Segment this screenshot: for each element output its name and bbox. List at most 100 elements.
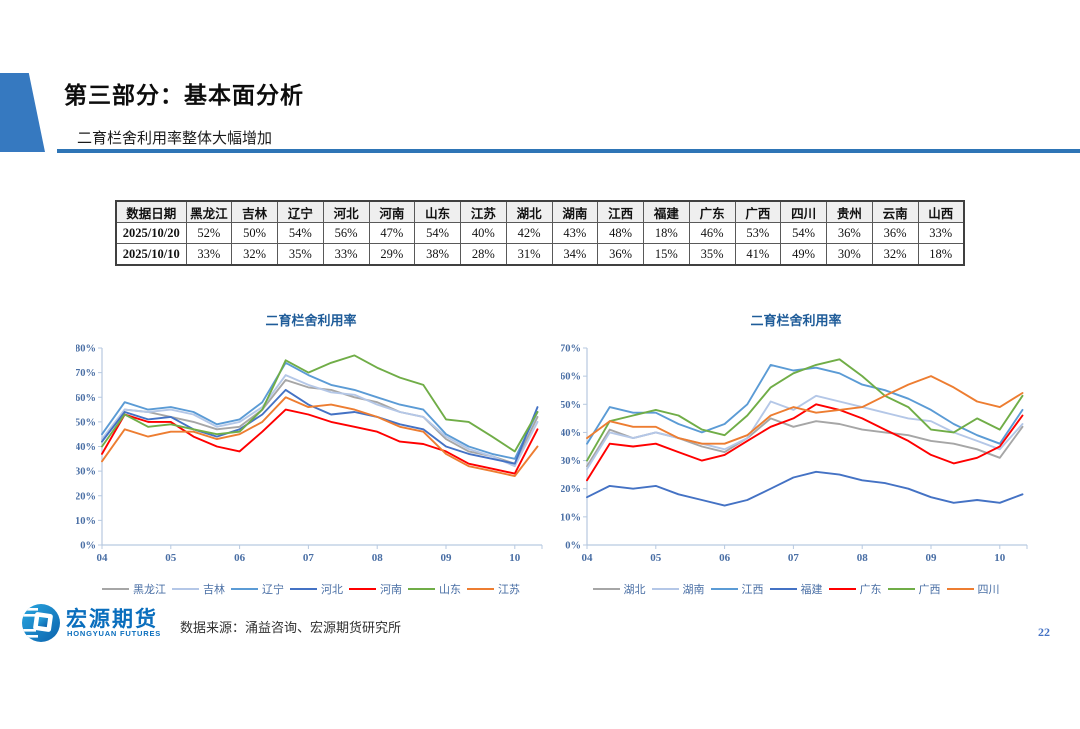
table-cell: 36%: [597, 243, 644, 266]
table-header-cell: 河北: [322, 200, 370, 223]
legend-label: 江西: [741, 584, 764, 596]
table-cell: 42%: [505, 222, 553, 244]
legend-item: 江西: [710, 581, 764, 597]
y-tick-label: 30%: [76, 467, 96, 478]
table-cell: 33%: [185, 243, 233, 266]
series-line-江苏: [101, 396, 539, 478]
table-cell: 30%: [826, 243, 873, 266]
y-tick-label: 70%: [561, 344, 581, 355]
legend-item: 河北: [290, 581, 343, 597]
table-cell: 49%: [780, 243, 827, 266]
table-cell: 18%: [917, 243, 965, 266]
title-underline: [57, 149, 1080, 153]
y-tick-label: 60%: [76, 393, 96, 404]
table-cell: 29%: [368, 243, 416, 266]
header-accent-shape: [0, 73, 45, 152]
x-tick-label: 10: [994, 552, 1006, 564]
legend-label: 福建: [800, 584, 823, 596]
series-line-辽宁: [101, 361, 539, 460]
table-header-cell: 福建: [643, 200, 690, 223]
table-header-cell: 广西: [734, 200, 782, 223]
series-line-广西: [586, 358, 1024, 462]
chart-legend: 湖北 湖南 江西 福建 广东 广西 四川: [561, 581, 1031, 597]
table-cell: 48%: [597, 222, 644, 244]
y-tick-label: 0%: [80, 541, 96, 552]
x-tick-label: 05: [165, 552, 177, 564]
x-tick-label: 04: [582, 552, 594, 564]
table-cell: 54%: [780, 222, 827, 244]
legend-item: 河南: [349, 581, 402, 597]
legend-label: 四川: [977, 584, 1000, 596]
legend-label: 山东: [439, 584, 461, 596]
legend-item: 辽宁: [231, 581, 284, 597]
table-cell: 46%: [688, 222, 736, 244]
y-tick-label: 10%: [561, 512, 581, 523]
table-cell: 35%: [688, 243, 736, 266]
series-line-广东: [586, 403, 1024, 482]
table-cell: 33%: [917, 222, 965, 244]
legend-label: 广西: [918, 584, 941, 596]
legend-label: 湖南: [682, 584, 705, 596]
table-cell: 15%: [643, 243, 690, 266]
table-row: 2025/10/20 52% 50% 54% 56% 47% 54% 40% 42% 43% 48%…: [115, 222, 965, 244]
legend-line-swatch: [290, 588, 317, 590]
y-tick-label: 30%: [561, 456, 581, 467]
table-header-cell: 湖北: [505, 200, 553, 223]
y-tick-label: 80%: [76, 344, 96, 355]
x-tick-label: 08: [857, 552, 869, 564]
series-line-四川: [586, 375, 1024, 445]
table-header-cell: 云南: [871, 200, 919, 223]
y-tick-label: 10%: [76, 516, 96, 527]
legend-item: 黑龙江: [102, 581, 166, 597]
chart-legend: 黑龙江 吉林 辽宁 河北 河南 山东 江苏: [76, 581, 546, 597]
series-line-湖南: [586, 394, 1024, 470]
logo-name-en: HONGYUAN FUTURES: [67, 629, 162, 638]
line-chart-right: 二育栏舍利用率 0% 10% 20% 30% 40% 50% 60% 70% 04 05 06 07 08…: [560, 310, 1031, 597]
legend-line-swatch: [887, 588, 915, 590]
legend-line-swatch: [710, 588, 738, 590]
series-line-河北: [101, 388, 539, 465]
series-line-河南: [101, 408, 539, 475]
legend-label: 广东: [859, 584, 882, 596]
table-row-date: 2025/10/20: [115, 222, 187, 244]
x-tick-label: 09: [441, 552, 453, 564]
legend-line-swatch: [651, 588, 679, 590]
y-tick-label: 70%: [76, 368, 96, 379]
legend-line-swatch: [467, 588, 494, 590]
table-cell: 47%: [368, 222, 416, 244]
table-header-cell: 四川: [780, 200, 827, 223]
table-header-cell: 吉林: [231, 200, 278, 223]
legend-item: 广东: [828, 581, 882, 597]
y-tick-label: 40%: [561, 428, 581, 439]
series-line-江西: [586, 363, 1024, 445]
logo-name-cn: 宏源期货: [66, 608, 158, 631]
x-tick-label: 06: [719, 552, 731, 564]
x-tick-label: 04: [97, 552, 109, 564]
legend-item: 湖南: [651, 581, 705, 597]
table-cell: 54%: [277, 222, 324, 244]
x-tick-label: 09: [926, 552, 938, 564]
chart-plot: 0% 10% 20% 30% 40% 50% 60% 70% 04 05 06 07 08 09 10: [560, 344, 1028, 564]
table-row-date: 2025/10/10: [115, 243, 187, 266]
legend-item: 四川: [946, 581, 1000, 597]
table-header-cell: 广东: [688, 200, 736, 223]
legend-label: 湖北: [623, 584, 646, 596]
table-cell: 41%: [734, 243, 782, 266]
table-cell: 35%: [277, 243, 324, 266]
line-chart-left: 二育栏舍利用率 0% 10% 20% 30% 40% 50% 60% 70% 80% 04 05 06 0…: [75, 310, 546, 597]
y-tick-label: 40%: [76, 442, 96, 453]
legend-label: 河南: [380, 584, 402, 596]
table-header-cell: 江苏: [460, 200, 507, 223]
y-tick-label: 60%: [561, 372, 581, 383]
legend-item: 福建: [769, 581, 823, 597]
table-cell: 34%: [551, 243, 599, 266]
table-cell: 43%: [551, 222, 599, 244]
legend-line-swatch: [828, 588, 856, 590]
legend-item: 广西: [887, 581, 941, 597]
table-cell: 40%: [460, 222, 507, 244]
table-header-cell: 山东: [414, 200, 461, 223]
legend-label: 江苏: [498, 584, 520, 596]
table-header-cell: 山西: [917, 200, 965, 223]
x-tick-label: 08: [372, 552, 384, 564]
table-cell: 52%: [185, 222, 233, 244]
